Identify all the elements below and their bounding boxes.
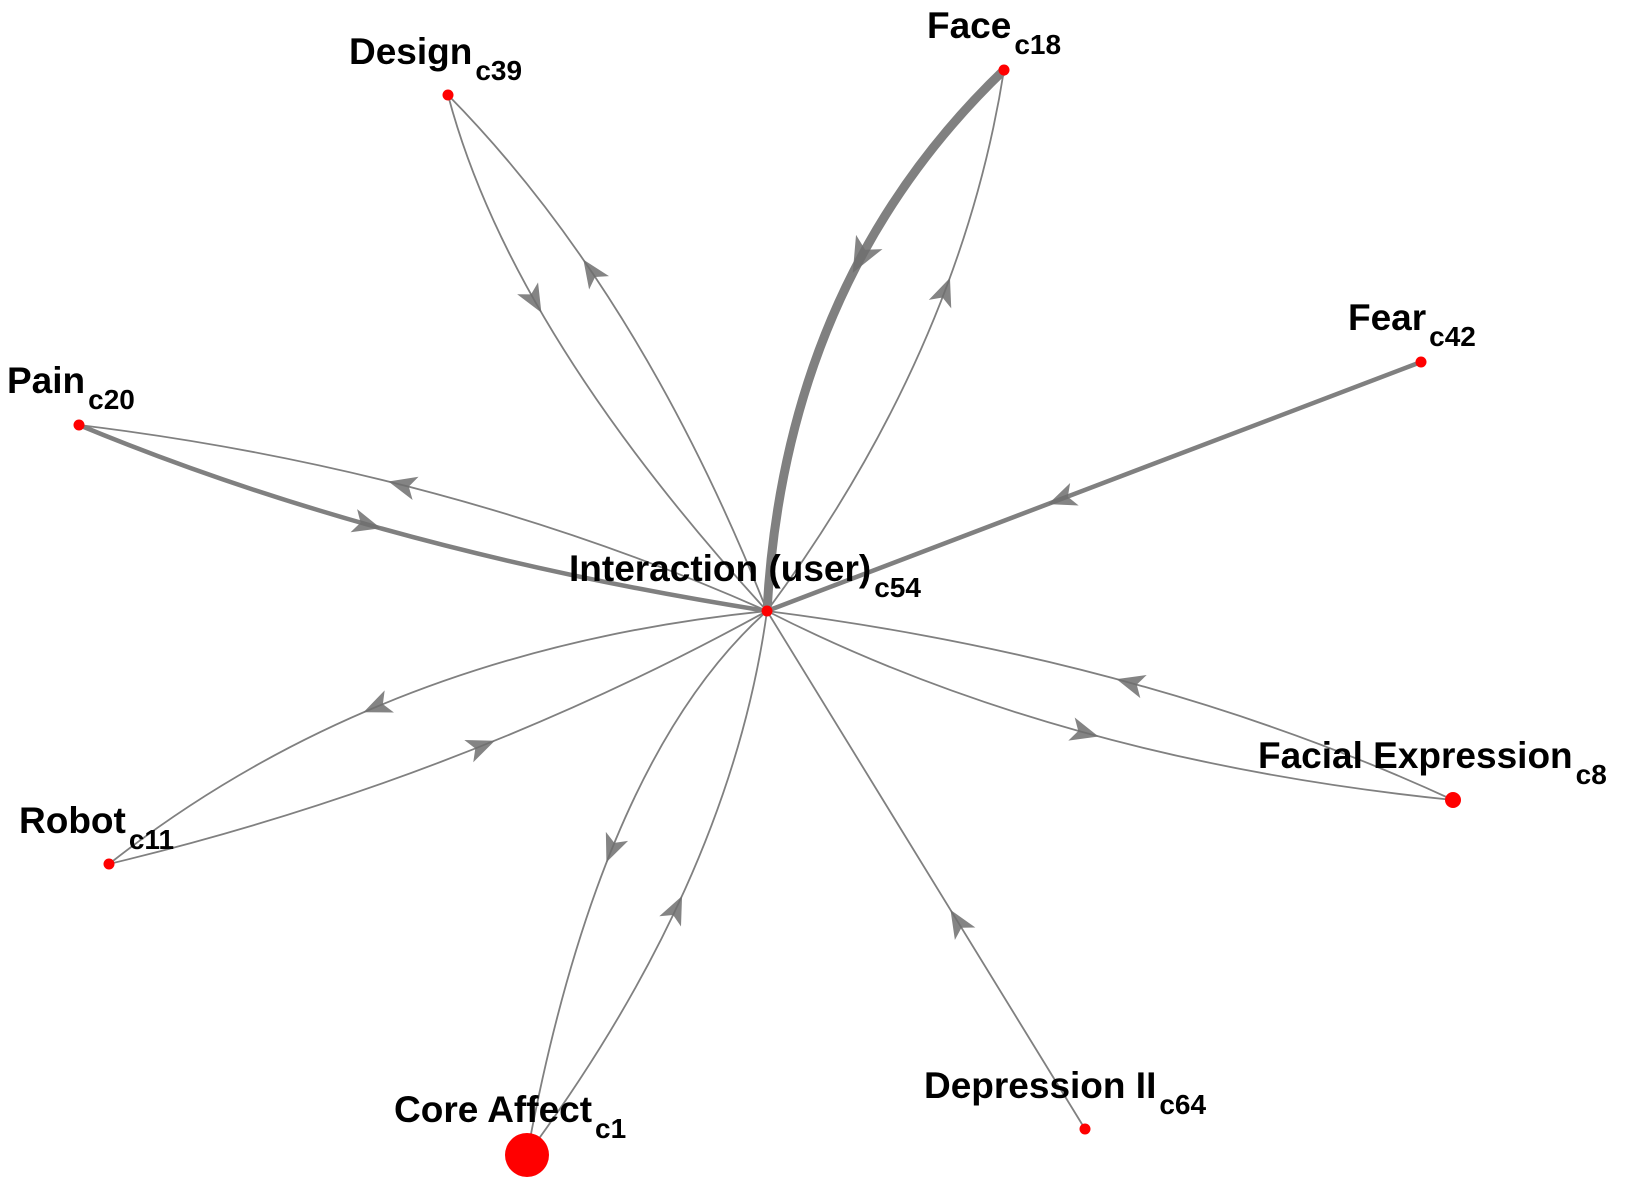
arrow-c54-to-c8	[1068, 717, 1099, 741]
label-sub-c20: c20	[88, 384, 135, 415]
label-main-c39: Design	[349, 31, 472, 72]
label-sub-c64: c64	[1159, 1089, 1206, 1120]
node-c11[interactable]	[103, 858, 115, 870]
arrow-c54-to-c1	[605, 831, 629, 863]
arrows-layer	[350, 234, 1147, 941]
edge-c54-to-c11	[108, 610, 768, 865]
node-c1[interactable]	[505, 1133, 549, 1177]
edge-c20-to-c54	[76, 422, 770, 614]
label-c39: Design c39	[349, 31, 522, 86]
node-c18[interactable]	[998, 64, 1010, 76]
arrow-c64-to-c54	[950, 909, 976, 941]
arrow-c11-to-c54	[464, 739, 495, 763]
label-c20: Pain c20	[7, 360, 135, 415]
edge-c39-to-c54	[447, 94, 768, 612]
label-main-c11: Robot	[19, 800, 126, 841]
node-c20[interactable]	[73, 419, 85, 431]
label-c54: Interaction (user) c54	[569, 548, 921, 603]
label-main-c18: Face	[927, 5, 1011, 46]
label-c18: Face c18	[927, 5, 1061, 60]
arrow-c42-to-c54	[1048, 483, 1079, 506]
arrow-c54-to-c11	[363, 690, 394, 713]
node-c54[interactable]	[761, 605, 773, 617]
label-main-c54: Interaction (user)	[569, 548, 871, 589]
edges-layer	[76, 65, 1454, 1156]
label-sub-c18: c18	[1014, 29, 1061, 60]
edge-c11-to-c54	[108, 610, 768, 865]
label-main-c20: Pain	[7, 360, 85, 401]
arrow-c39-to-c54	[517, 282, 542, 313]
edge-c54-to-c18	[766, 69, 1005, 612]
arrow-c54-to-c20	[388, 476, 419, 500]
edge-c54-to-c1	[526, 610, 768, 1156]
edge-c54-to-c39	[447, 94, 768, 612]
edge-c64-to-c54	[766, 610, 1086, 1130]
label-sub-c1: c1	[595, 1113, 626, 1144]
arrow-c1-to-c54	[659, 896, 683, 927]
node-c8[interactable]	[1445, 792, 1461, 808]
label-main-c64: Depression II	[924, 1065, 1156, 1106]
edge-c42-to-c54	[764, 359, 1424, 614]
label-sub-c54: c54	[874, 572, 921, 603]
labels-layer: Interaction (user) c54 Face c18 Design c39 Fea…	[7, 5, 1607, 1144]
label-sub-c8: c8	[1576, 759, 1607, 790]
arrow-c18-to-c54	[852, 234, 883, 273]
arrow-c8-to-c54	[1116, 674, 1147, 699]
arrow-c54-to-c39	[583, 259, 609, 290]
label-main-c1: Core Affect	[394, 1089, 592, 1130]
label-sub-c39: c39	[475, 55, 522, 86]
node-c64[interactable]	[1079, 1123, 1091, 1135]
edge-c18-to-c54	[762, 65, 1009, 616]
label-main-c8: Facial Expression	[1258, 735, 1573, 776]
edge-c54-to-c20	[78, 424, 768, 612]
node-c39[interactable]	[442, 89, 454, 101]
arrow-c54-to-c18	[928, 277, 952, 309]
label-c1: Core Affect c1	[394, 1089, 626, 1144]
label-c8: Facial Expression c8	[1258, 735, 1607, 790]
label-c11: Robot c11	[19, 800, 174, 855]
edge-c1-to-c54	[526, 610, 768, 1156]
label-c64: Depression II c64	[924, 1065, 1207, 1120]
label-main-c42: Fear	[1348, 297, 1426, 338]
node-c42[interactable]	[1415, 356, 1427, 368]
label-sub-c11: c11	[129, 824, 174, 855]
label-c42: Fear c42	[1348, 297, 1476, 352]
label-sub-c42: c42	[1429, 321, 1476, 352]
nodes-layer	[73, 64, 1461, 1177]
arrow-c20-to-c54	[350, 509, 381, 533]
